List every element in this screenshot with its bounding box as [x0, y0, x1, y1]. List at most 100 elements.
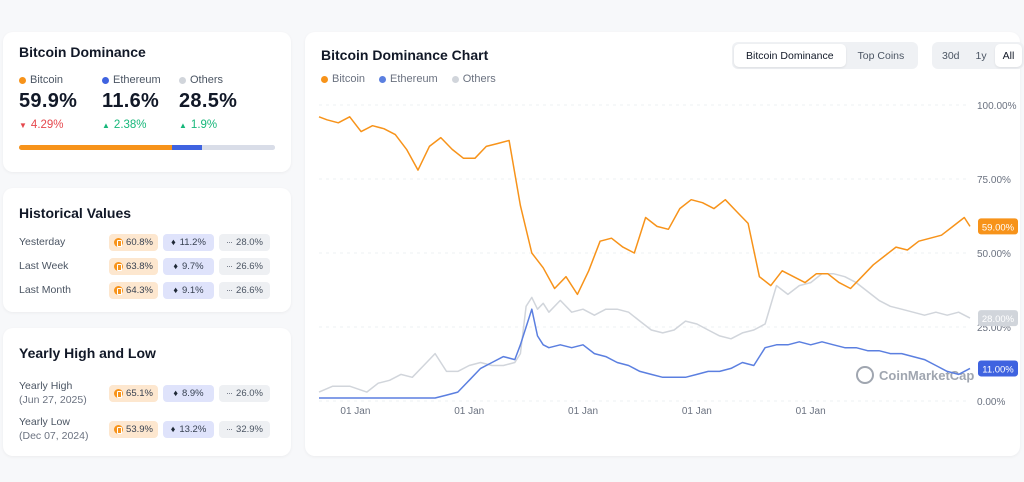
- y-tick-label: 0.00%: [977, 397, 1005, 408]
- share-segment-bitcoin: [19, 145, 173, 150]
- chart-title: Bitcoin Dominance Chart: [321, 47, 489, 63]
- ethereum-icon: ♦: [173, 261, 178, 271]
- y-tick-label: 25.00%: [977, 323, 1011, 334]
- range-toggle: 30d 1y All: [932, 42, 1024, 69]
- ethereum-icon: ♦: [170, 424, 176, 434]
- tab-bitcoin-dominance[interactable]: Bitcoin Dominance: [734, 44, 846, 67]
- dominance-ethereum: Ethereum 11.6% ▲ 2.38%: [102, 74, 161, 131]
- pill-value: 32.9%: [236, 423, 263, 435]
- dominance-value: 28.5%: [179, 90, 238, 112]
- bitcoin-icon: [114, 388, 124, 398]
- legend-item-ethereum[interactable]: Ethereum: [379, 73, 438, 85]
- row-label: Yesterday: [19, 236, 66, 248]
- dominance-share-bar: [19, 145, 275, 150]
- others-pill: ··· 28.0%: [219, 233, 270, 251]
- range-1y-button[interactable]: 1y: [975, 49, 987, 62]
- legend-label: Others: [190, 74, 224, 86]
- pill-value: 11.2%: [179, 236, 206, 248]
- bitcoin-dot-icon: [321, 75, 328, 83]
- historical-values-card: Historical Values Yesterday 60.8% ♦ 11.2%…: [3, 188, 291, 312]
- row-label: Yearly High (Jun 27, 2025): [19, 379, 109, 407]
- bitcoin-icon: [114, 237, 124, 247]
- x-tick-label: 01 Jan: [454, 406, 484, 417]
- x-tick-label: 01 Jan: [796, 406, 826, 417]
- series-line-bitcoin: [318, 116, 971, 296]
- btc-pill: 64.3%: [109, 281, 158, 299]
- view-toggle: Bitcoin Dominance Top Coins: [732, 42, 919, 69]
- x-tick-label: 01 Jan: [682, 406, 712, 417]
- chart-legend: Bitcoin Ethereum Others: [321, 73, 510, 85]
- ethereum-icon: ♦: [171, 237, 176, 247]
- dominance-line-chart: 0.00% 25.00% 50.00% 75.00% 100.00% 01 Jan 01 J…: [318, 101, 1018, 417]
- historical-row: Yesterday 60.8% ♦ 11.2% ··· 28.0%: [19, 233, 275, 251]
- row-date: (Jun 27, 2025): [19, 394, 87, 406]
- more-dots-icon: ···: [226, 424, 233, 434]
- row-label-text: Yearly Low: [19, 416, 70, 428]
- arrow-down-icon: ▼: [19, 120, 27, 130]
- pill-value: 13.2%: [179, 423, 207, 435]
- btc-pill: 63.8%: [109, 257, 158, 275]
- more-dots-icon: ···: [226, 285, 233, 295]
- legend-label: Others: [462, 73, 496, 85]
- series-line-ethereum: [319, 308, 971, 399]
- yearly-title: Yearly High and Low: [19, 345, 156, 361]
- eth-pill: ♦ 11.2%: [163, 233, 214, 251]
- dominance-change: ▼ 4.29%: [19, 119, 77, 131]
- end-badge-label-ethereum: 11.00%: [982, 364, 1014, 375]
- legend-label: Ethereum: [113, 74, 161, 86]
- coinmarketcap-logo-icon: [856, 366, 874, 384]
- more-dots-icon: ···: [226, 261, 233, 271]
- pill-value: 28.0%: [236, 236, 263, 248]
- dominance-bitcoin: Bitcoin 59.9% ▼ 4.29%: [19, 74, 77, 131]
- watermark-text: CoinMarketCap: [879, 368, 974, 383]
- series-line-others: [318, 272, 971, 393]
- ethereum-icon: ♦: [173, 388, 178, 398]
- dominance-others: Others 28.5% ▲ 1.9%: [179, 74, 237, 131]
- change-text: 1.9%: [190, 119, 218, 131]
- row-label: Last Week: [19, 260, 69, 272]
- row-label: Last Month: [19, 284, 71, 296]
- yearly-high-low-card: Yearly High and Low Yearly High (Jun 27, …: [3, 328, 291, 456]
- pill-value: 60.8%: [126, 236, 153, 248]
- ethereum-icon: ♦: [173, 285, 178, 295]
- pill-value: 26.6%: [236, 260, 263, 272]
- pill-value: 26.6%: [236, 284, 263, 296]
- others-pill: ··· 26.6%: [219, 281, 270, 299]
- btc-pill: 53.9%: [109, 420, 158, 438]
- eth-pill: ♦ 9.1%: [163, 281, 214, 299]
- share-segment-others: [202, 145, 275, 150]
- eth-pill: ♦ 13.2%: [163, 420, 214, 438]
- others-pill: ··· 26.0%: [219, 384, 270, 402]
- pill-value: 53.9%: [126, 423, 153, 435]
- range-30d-button[interactable]: 30d: [942, 49, 960, 62]
- range-all-button[interactable]: All: [994, 44, 1023, 67]
- pill-value: 8.9%: [181, 387, 204, 399]
- dominance-chart-card: 0.00% 25.00% 50.00% 75.00% 100.00% 01 Jan 01 J…: [305, 32, 1024, 456]
- bitcoin-icon: [114, 424, 124, 434]
- legend-item-others[interactable]: Others: [451, 73, 496, 85]
- ethereum-dot-icon: [102, 76, 109, 84]
- end-badge-ethereum: [978, 360, 1018, 377]
- legend-label: Bitcoin: [30, 74, 64, 86]
- pill-value: 65.1%: [126, 387, 153, 399]
- pill-value: 63.8%: [126, 260, 153, 272]
- historical-row: Last Week 63.8% ♦ 9.7% ··· 26.6%: [19, 257, 275, 275]
- bitcoin-icon: [114, 261, 124, 271]
- y-tick-label: 50.00%: [977, 249, 1011, 260]
- row-date: (Dec 07, 2024): [19, 430, 89, 442]
- bitcoin-dominance-card: Bitcoin Dominance Bitcoin 59.9% ▼ 4.29% E…: [3, 32, 291, 172]
- btc-pill: 65.1%: [109, 384, 158, 402]
- arrow-up-icon: ▲: [102, 120, 110, 130]
- historical-title: Historical Values: [19, 205, 132, 221]
- others-dot-icon: [179, 76, 186, 84]
- historical-row: Last Month 64.3% ♦ 9.1% ··· 26.6%: [19, 281, 275, 299]
- end-badge-label-others: 28.00%: [982, 314, 1015, 325]
- pill-value: 26.0%: [236, 387, 263, 399]
- more-dots-icon: ···: [226, 388, 233, 398]
- tab-top-coins[interactable]: Top Coins: [857, 49, 905, 62]
- end-badge-label-bitcoin: 59.00%: [982, 222, 1015, 233]
- eth-pill: ♦ 8.9%: [163, 384, 214, 402]
- dominance-change: ▲ 1.9%: [179, 119, 237, 131]
- dominance-value: 11.6%: [102, 90, 160, 112]
- legend-item-bitcoin[interactable]: Bitcoin: [321, 73, 365, 85]
